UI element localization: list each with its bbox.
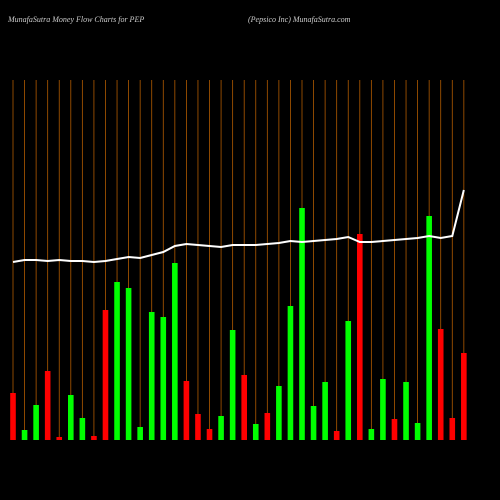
bar (56, 437, 63, 440)
bar (79, 418, 86, 440)
bar (206, 429, 213, 440)
bar (102, 310, 109, 440)
bar (333, 431, 340, 440)
chart-subtitle: (Pepsico Inc) MunafaSutra.com (248, 15, 351, 24)
bar (322, 382, 328, 440)
bar (148, 312, 155, 440)
bar (68, 395, 74, 440)
bar (357, 234, 363, 440)
bar (10, 393, 16, 440)
bar (33, 405, 39, 440)
bar (437, 329, 444, 440)
bar (241, 375, 247, 440)
bar (44, 371, 51, 440)
bar (461, 353, 467, 440)
bar (252, 424, 259, 440)
bar (310, 406, 317, 440)
bar (287, 306, 294, 440)
bar (414, 423, 421, 440)
bar (299, 208, 305, 440)
bar (426, 216, 432, 440)
bar (125, 288, 132, 440)
bar (21, 430, 28, 440)
bar (264, 413, 271, 440)
bar (195, 414, 201, 440)
bar (391, 419, 398, 440)
bar (368, 429, 375, 440)
bar (160, 317, 167, 440)
bar (183, 381, 190, 440)
money-flow-line (12, 189, 465, 264)
bar (449, 418, 456, 440)
bar (114, 282, 120, 440)
bar (276, 386, 282, 440)
chart-title: MunafaSutra Money Flow Charts for PEP (7, 15, 144, 24)
bar (403, 382, 409, 440)
bar (229, 330, 236, 440)
bar (172, 263, 178, 440)
bar (218, 416, 224, 440)
bar (91, 436, 97, 440)
bar (345, 321, 352, 440)
bar (137, 427, 143, 440)
bar (380, 379, 386, 440)
